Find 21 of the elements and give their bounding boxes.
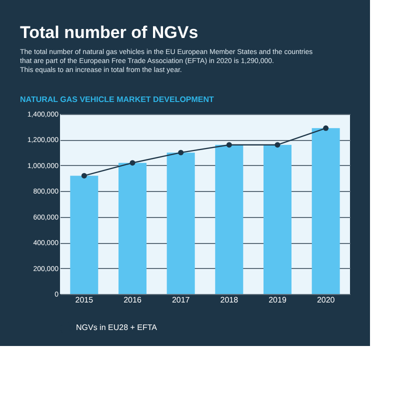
x-tick-label: 2019	[268, 296, 287, 304]
point	[130, 160, 136, 166]
point	[178, 150, 184, 156]
x-tick-label: 2018	[220, 296, 239, 304]
x-tick-label: 2017	[172, 296, 190, 304]
bar	[312, 128, 340, 294]
bar	[118, 162, 146, 294]
point	[323, 125, 329, 131]
x-tick-label: 2020	[316, 296, 336, 304]
point	[81, 172, 87, 178]
text: NATURAL GAS VEHICLE MARKET DEVELOPMENT	[20, 95, 214, 104]
chart-title: Total number of NGVs	[20, 23, 198, 42]
bar	[264, 144, 292, 294]
x-tick-label: 2015	[75, 296, 94, 304]
text: NGVs in EU28 + EFTA	[76, 323, 158, 332]
bar	[215, 144, 244, 294]
bar	[166, 152, 195, 294]
point	[226, 142, 232, 148]
bar	[70, 176, 98, 294]
x-tick-label: 2016	[124, 296, 142, 304]
point	[274, 142, 280, 148]
